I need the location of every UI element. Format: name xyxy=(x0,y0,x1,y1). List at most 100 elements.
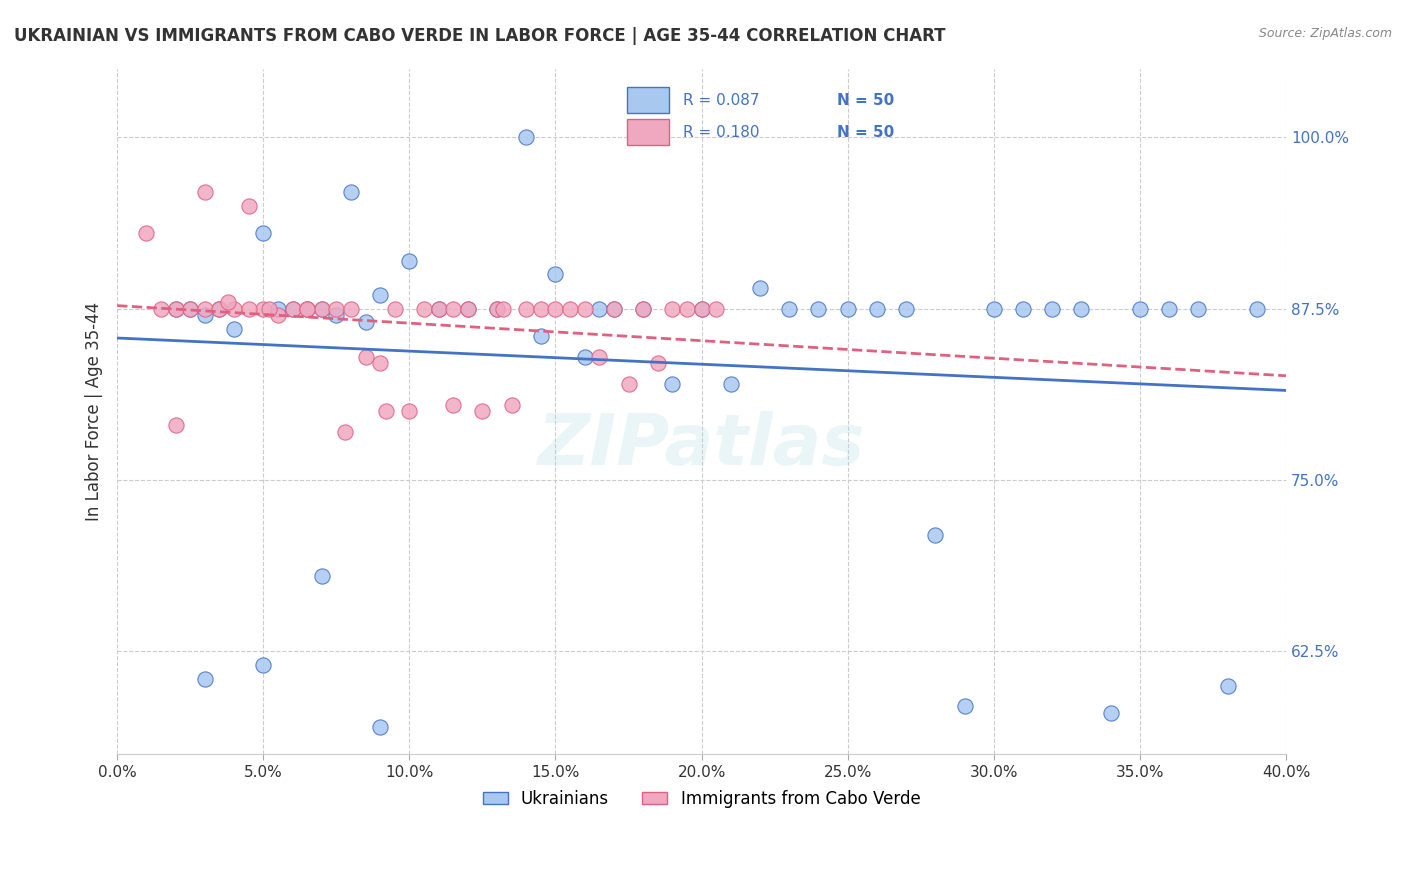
Point xyxy=(924,528,946,542)
Point xyxy=(325,309,347,323)
Text: UKRAINIAN VS IMMIGRANTS FROM CABO VERDE IN LABOR FORCE | AGE 35-44 CORRELATION C: UKRAINIAN VS IMMIGRANTS FROM CABO VERDE … xyxy=(14,27,946,45)
Point xyxy=(837,301,859,316)
Point xyxy=(267,309,290,323)
Point xyxy=(413,301,436,316)
Point xyxy=(340,301,363,316)
Point xyxy=(1012,301,1035,316)
Point xyxy=(953,699,976,714)
Point xyxy=(179,301,201,316)
Point xyxy=(588,350,610,364)
Text: ZIPatlas: ZIPatlas xyxy=(538,411,865,480)
Point xyxy=(194,301,217,316)
Point xyxy=(492,301,515,316)
Point xyxy=(194,185,217,199)
Point xyxy=(749,281,772,295)
Point xyxy=(311,301,333,316)
Point xyxy=(603,301,626,316)
Point xyxy=(486,301,509,316)
Point xyxy=(398,404,420,418)
Point xyxy=(617,376,640,391)
Point xyxy=(384,301,406,316)
Point xyxy=(427,301,450,316)
Point xyxy=(238,301,260,316)
Point xyxy=(1157,301,1180,316)
Point xyxy=(252,226,274,240)
Point xyxy=(311,569,333,583)
Point xyxy=(135,226,157,240)
Point xyxy=(217,294,239,309)
Point xyxy=(165,418,187,433)
Point xyxy=(530,329,553,343)
Legend: Ukrainians, Immigrants from Cabo Verde: Ukrainians, Immigrants from Cabo Verde xyxy=(477,783,927,814)
Point xyxy=(471,404,494,418)
Point xyxy=(1187,301,1209,316)
Point xyxy=(1246,301,1268,316)
Point xyxy=(631,301,654,316)
Point xyxy=(194,309,217,323)
Point xyxy=(676,301,699,316)
Point xyxy=(515,301,537,316)
Point xyxy=(515,130,537,145)
Point xyxy=(398,253,420,268)
Point xyxy=(1129,301,1152,316)
Point xyxy=(325,301,347,316)
Point xyxy=(457,301,479,316)
Point xyxy=(281,301,304,316)
Point xyxy=(647,356,669,370)
Point xyxy=(441,397,464,411)
Point xyxy=(1070,301,1092,316)
Point xyxy=(165,301,187,316)
Text: Source: ZipAtlas.com: Source: ZipAtlas.com xyxy=(1258,27,1392,40)
Point xyxy=(208,301,231,316)
Point xyxy=(222,301,245,316)
Point xyxy=(257,301,280,316)
Point xyxy=(807,301,830,316)
Point xyxy=(574,350,596,364)
Point xyxy=(267,301,290,316)
Point xyxy=(281,301,304,316)
Point xyxy=(603,301,626,316)
Point xyxy=(238,199,260,213)
Point xyxy=(368,720,391,734)
Point xyxy=(252,301,274,316)
Point xyxy=(866,301,889,316)
Point xyxy=(208,301,231,316)
Point xyxy=(368,287,391,301)
Point xyxy=(1216,679,1239,693)
Point xyxy=(530,301,553,316)
Point xyxy=(894,301,917,316)
Point xyxy=(544,301,567,316)
Point xyxy=(295,301,318,316)
Point xyxy=(720,376,742,391)
Point xyxy=(661,301,683,316)
Point xyxy=(501,397,523,411)
Point xyxy=(690,301,713,316)
Point xyxy=(690,301,713,316)
Point xyxy=(983,301,1005,316)
Point xyxy=(441,301,464,316)
Point xyxy=(354,315,377,329)
Point xyxy=(179,301,201,316)
Point xyxy=(558,301,581,316)
Point xyxy=(661,376,683,391)
Point xyxy=(457,301,479,316)
Point xyxy=(1099,706,1122,720)
Point xyxy=(150,301,173,316)
Point xyxy=(704,301,727,316)
Point xyxy=(588,301,610,316)
Point xyxy=(544,267,567,281)
Point xyxy=(368,356,391,370)
Point xyxy=(631,301,654,316)
Point xyxy=(295,301,318,316)
Point xyxy=(354,350,377,364)
Point xyxy=(778,301,800,316)
Point xyxy=(427,301,450,316)
Y-axis label: In Labor Force | Age 35-44: In Labor Force | Age 35-44 xyxy=(86,301,103,521)
Point xyxy=(311,301,333,316)
Point xyxy=(486,301,509,316)
Point xyxy=(574,301,596,316)
Point xyxy=(252,658,274,673)
Point xyxy=(222,322,245,336)
Point xyxy=(333,425,356,439)
Point xyxy=(1040,301,1063,316)
